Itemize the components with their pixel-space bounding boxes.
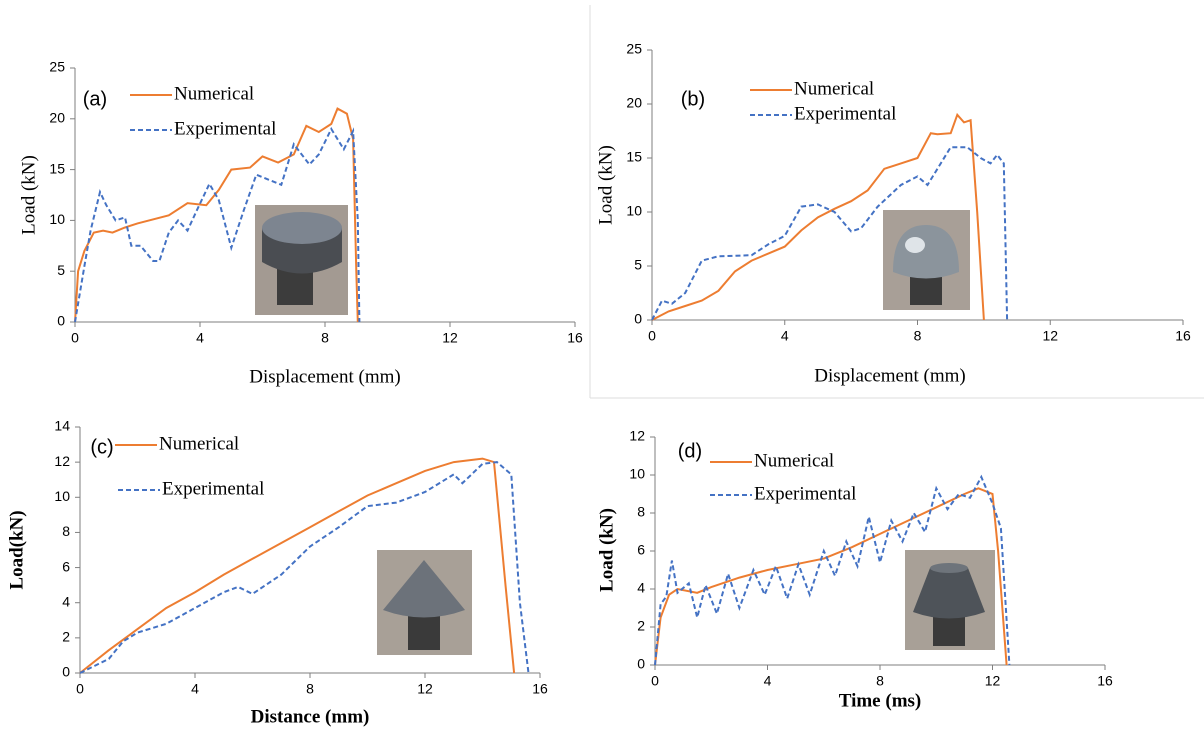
inset-photo-d (905, 550, 995, 650)
x-tick-label: 12 (985, 673, 1001, 689)
y-tick-label: 10 (626, 203, 642, 219)
x-tick-label: 16 (1175, 328, 1191, 344)
legend-label: Experimental (174, 118, 276, 139)
legend-label: Experimental (162, 478, 264, 499)
x-tick-label: 8 (876, 673, 884, 689)
y-axis-title: Load (kN) (18, 155, 39, 235)
panel-b-frame (590, 5, 1204, 398)
x-tick-label: 0 (651, 673, 659, 689)
y-tick-label: 20 (626, 95, 642, 111)
figure: 05101520250481216NumericalExperimental(a… (0, 0, 1204, 735)
legend-label: Experimental (754, 483, 856, 504)
x-tick-label: 16 (532, 681, 548, 697)
x-axis-title: Distance (mm) (251, 706, 370, 727)
x-tick-label: 8 (321, 330, 329, 346)
y-tick-label: 20 (49, 110, 65, 126)
inset-photo-c (377, 550, 472, 655)
y-tick-label: 10 (54, 488, 70, 504)
legend-label: Experimental (794, 103, 896, 124)
x-tick-label: 0 (648, 328, 656, 344)
y-tick-label: 4 (637, 580, 645, 596)
y-axis-title: Load(kN) (6, 510, 27, 589)
x-tick-label: 12 (417, 681, 433, 697)
x-tick-label: 8 (306, 681, 314, 697)
y-tick-label: 6 (637, 542, 645, 558)
x-tick-label: 16 (1097, 673, 1113, 689)
panel-label: (a) (83, 88, 107, 110)
x-tick-label: 4 (764, 673, 772, 689)
y-tick-label: 8 (637, 504, 645, 520)
y-tick-label: 8 (62, 523, 70, 539)
inset-photo-b (883, 210, 970, 310)
y-tick-label: 5 (57, 262, 65, 278)
y-tick-label: 14 (54, 418, 70, 434)
x-tick-label: 12 (442, 330, 458, 346)
y-tick-label: 12 (54, 453, 70, 469)
x-tick-label: 16 (567, 330, 583, 346)
y-tick-label: 2 (637, 618, 645, 634)
y-tick-label: 10 (629, 466, 645, 482)
y-tick-label: 0 (634, 311, 642, 327)
y-tick-label: 15 (49, 160, 65, 176)
x-tick-label: 4 (781, 328, 789, 344)
inset-photo-a (255, 205, 348, 315)
y-tick-label: 10 (49, 211, 65, 227)
x-tick-label: 8 (914, 328, 922, 344)
x-axis-title: Displacement (mm) (814, 365, 965, 386)
y-tick-label: 2 (62, 629, 70, 645)
y-tick-label: 25 (626, 41, 642, 57)
panel-label: (c) (90, 436, 113, 458)
y-tick-label: 0 (62, 664, 70, 680)
panel-label: (d) (678, 440, 702, 462)
legend-label: Numerical (159, 433, 239, 454)
legend-label: Numerical (174, 83, 254, 104)
x-axis-title: Displacement (mm) (249, 366, 400, 387)
x-tick-label: 0 (76, 681, 84, 697)
x-tick-label: 12 (1042, 328, 1058, 344)
y-tick-label: 0 (57, 313, 65, 329)
x-axis-title: Time (ms) (839, 690, 922, 711)
y-tick-label: 0 (637, 656, 645, 672)
legend-label: Numerical (794, 78, 874, 99)
y-tick-label: 15 (626, 149, 642, 165)
x-tick-label: 0 (71, 330, 79, 346)
y-tick-label: 5 (634, 257, 642, 273)
y-axis-title: Load (kN) (595, 145, 616, 225)
x-tick-label: 4 (196, 330, 204, 346)
panel-label: (b) (681, 88, 705, 110)
legend-label: Numerical (754, 450, 834, 471)
y-tick-label: 6 (62, 558, 70, 574)
y-tick-label: 25 (49, 59, 65, 75)
y-tick-label: 4 (62, 593, 70, 609)
y-axis-title: Load (kN) (596, 508, 617, 592)
y-tick-label: 12 (629, 428, 645, 444)
x-tick-label: 4 (191, 681, 199, 697)
